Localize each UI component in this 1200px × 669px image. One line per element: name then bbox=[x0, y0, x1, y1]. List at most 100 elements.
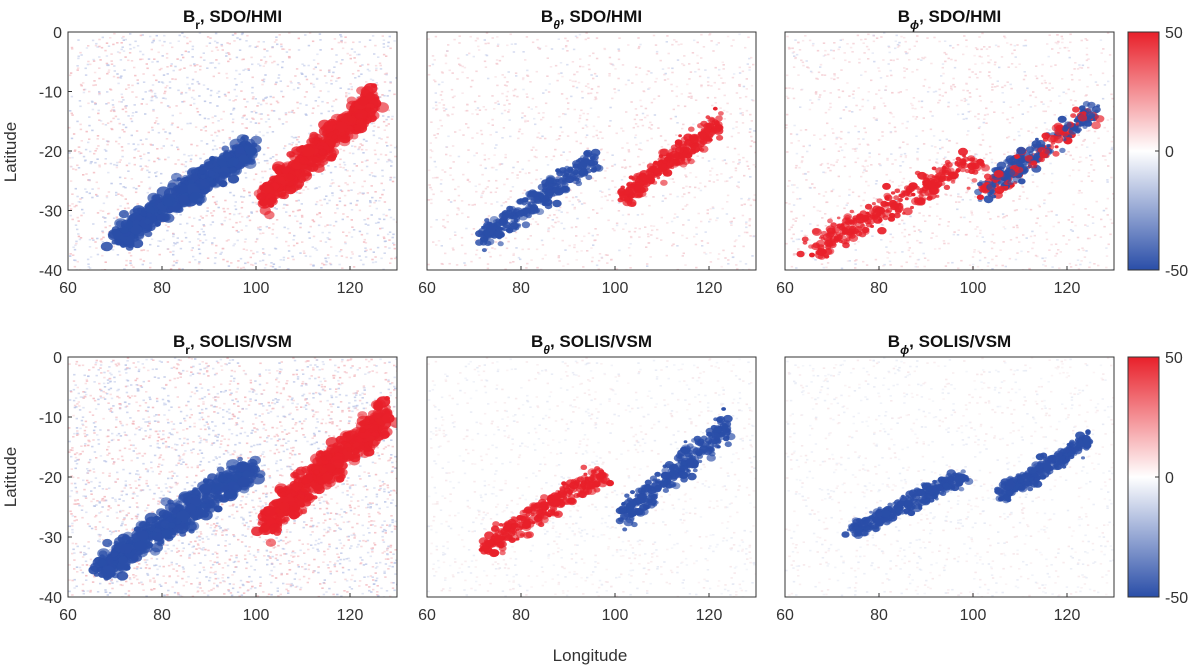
noise-pixel bbox=[388, 231, 392, 233]
noise-pixel bbox=[211, 214, 214, 217]
noise-pixel bbox=[387, 41, 390, 44]
noise-pixel bbox=[527, 159, 531, 162]
noise-pixel bbox=[580, 250, 583, 252]
noise-pixel bbox=[84, 67, 87, 70]
noise-pixel bbox=[482, 190, 485, 193]
noise-pixel bbox=[692, 123, 695, 126]
noise-pixel bbox=[682, 123, 685, 126]
noise-pixel bbox=[1062, 235, 1065, 237]
field-blob-positive bbox=[697, 135, 704, 140]
noise-pixel bbox=[1012, 200, 1015, 202]
noise-pixel bbox=[140, 181, 143, 183]
noise-pixel bbox=[700, 220, 703, 223]
noise-pixel bbox=[753, 199, 756, 202]
noise-pixel bbox=[630, 101, 633, 103]
noise-pixel bbox=[146, 191, 149, 194]
noise-pixel bbox=[289, 80, 292, 83]
noise-pixel bbox=[271, 265, 275, 268]
noise-pixel bbox=[832, 164, 836, 167]
noise-pixel bbox=[333, 38, 337, 40]
noise-pixel bbox=[71, 203, 74, 205]
noise-pixel bbox=[697, 68, 701, 71]
noise-pixel bbox=[245, 40, 248, 42]
noise-pixel bbox=[121, 96, 124, 99]
noise-pixel bbox=[383, 218, 386, 221]
noise-pixel bbox=[316, 53, 319, 56]
noise-pixel bbox=[95, 147, 99, 150]
noise-pixel bbox=[87, 60, 90, 63]
noise-pixel bbox=[1099, 39, 1103, 41]
noise-pixel bbox=[615, 268, 619, 270]
noise-pixel bbox=[634, 134, 638, 136]
noise-pixel bbox=[306, 188, 310, 190]
noise-pixel bbox=[214, 66, 217, 69]
noise-pixel bbox=[702, 46, 706, 48]
noise-pixel bbox=[858, 58, 861, 60]
noise-pixel bbox=[360, 148, 364, 151]
noise-pixel bbox=[732, 161, 735, 163]
noise-pixel bbox=[288, 143, 291, 145]
noise-pixel bbox=[340, 190, 344, 193]
noise-pixel bbox=[146, 249, 149, 252]
noise-pixel bbox=[77, 167, 81, 169]
noise-pixel bbox=[512, 252, 515, 255]
noise-pixel bbox=[554, 221, 557, 224]
noise-pixel bbox=[68, 157, 72, 159]
noise-pixel bbox=[748, 218, 752, 220]
noise-pixel bbox=[665, 41, 668, 43]
noise-pixel bbox=[600, 257, 604, 259]
noise-pixel bbox=[433, 59, 436, 61]
noise-pixel bbox=[516, 95, 519, 98]
noise-pixel bbox=[381, 169, 384, 172]
noise-pixel bbox=[330, 182, 333, 185]
noise-pixel bbox=[987, 211, 990, 214]
noise-pixel bbox=[808, 108, 812, 111]
noise-pixel bbox=[104, 221, 107, 223]
noise-pixel bbox=[176, 241, 179, 244]
noise-pixel bbox=[555, 209, 558, 212]
noise-pixel bbox=[694, 71, 697, 73]
noise-pixel bbox=[708, 33, 712, 35]
noise-pixel bbox=[292, 136, 296, 139]
noise-pixel bbox=[556, 79, 559, 82]
noise-pixel bbox=[608, 75, 611, 77]
noise-pixel bbox=[215, 148, 218, 150]
noise-pixel bbox=[647, 235, 650, 238]
noise-pixel bbox=[91, 237, 94, 240]
noise-pixel bbox=[301, 63, 304, 65]
noise-pixel bbox=[70, 46, 74, 49]
noise-pixel bbox=[647, 242, 650, 244]
noise-pixel bbox=[88, 246, 92, 248]
noise-pixel bbox=[91, 188, 94, 190]
noise-pixel bbox=[348, 92, 351, 95]
noise-pixel bbox=[957, 195, 960, 198]
noise-pixel bbox=[99, 209, 102, 212]
noise-pixel bbox=[319, 49, 322, 51]
noise-pixel bbox=[752, 164, 755, 166]
noise-pixel bbox=[326, 202, 329, 205]
field-blob-negative bbox=[144, 230, 153, 238]
noise-pixel bbox=[182, 56, 185, 59]
noise-pixel bbox=[681, 255, 684, 257]
noise-pixel bbox=[629, 254, 632, 257]
noise-pixel bbox=[139, 58, 142, 61]
noise-pixel bbox=[107, 140, 110, 143]
noise-pixel bbox=[180, 240, 184, 242]
noise-pixel bbox=[254, 98, 257, 100]
noise-pixel bbox=[305, 114, 308, 116]
noise-pixel bbox=[709, 170, 712, 172]
noise-pixel bbox=[441, 72, 444, 74]
noise-pixel bbox=[472, 228, 476, 230]
field-blob-negative bbox=[175, 183, 189, 194]
noise-pixel bbox=[449, 201, 453, 203]
noise-pixel bbox=[699, 189, 703, 192]
noise-pixel bbox=[234, 99, 237, 101]
noise-pixel bbox=[750, 84, 754, 87]
noise-pixel bbox=[297, 87, 300, 89]
noise-pixel bbox=[521, 116, 524, 119]
noise-pixel bbox=[296, 209, 300, 212]
noise-pixel bbox=[440, 125, 443, 127]
noise-pixel bbox=[883, 105, 887, 107]
field-blob-negative bbox=[509, 225, 518, 233]
noise-pixel bbox=[226, 77, 229, 79]
